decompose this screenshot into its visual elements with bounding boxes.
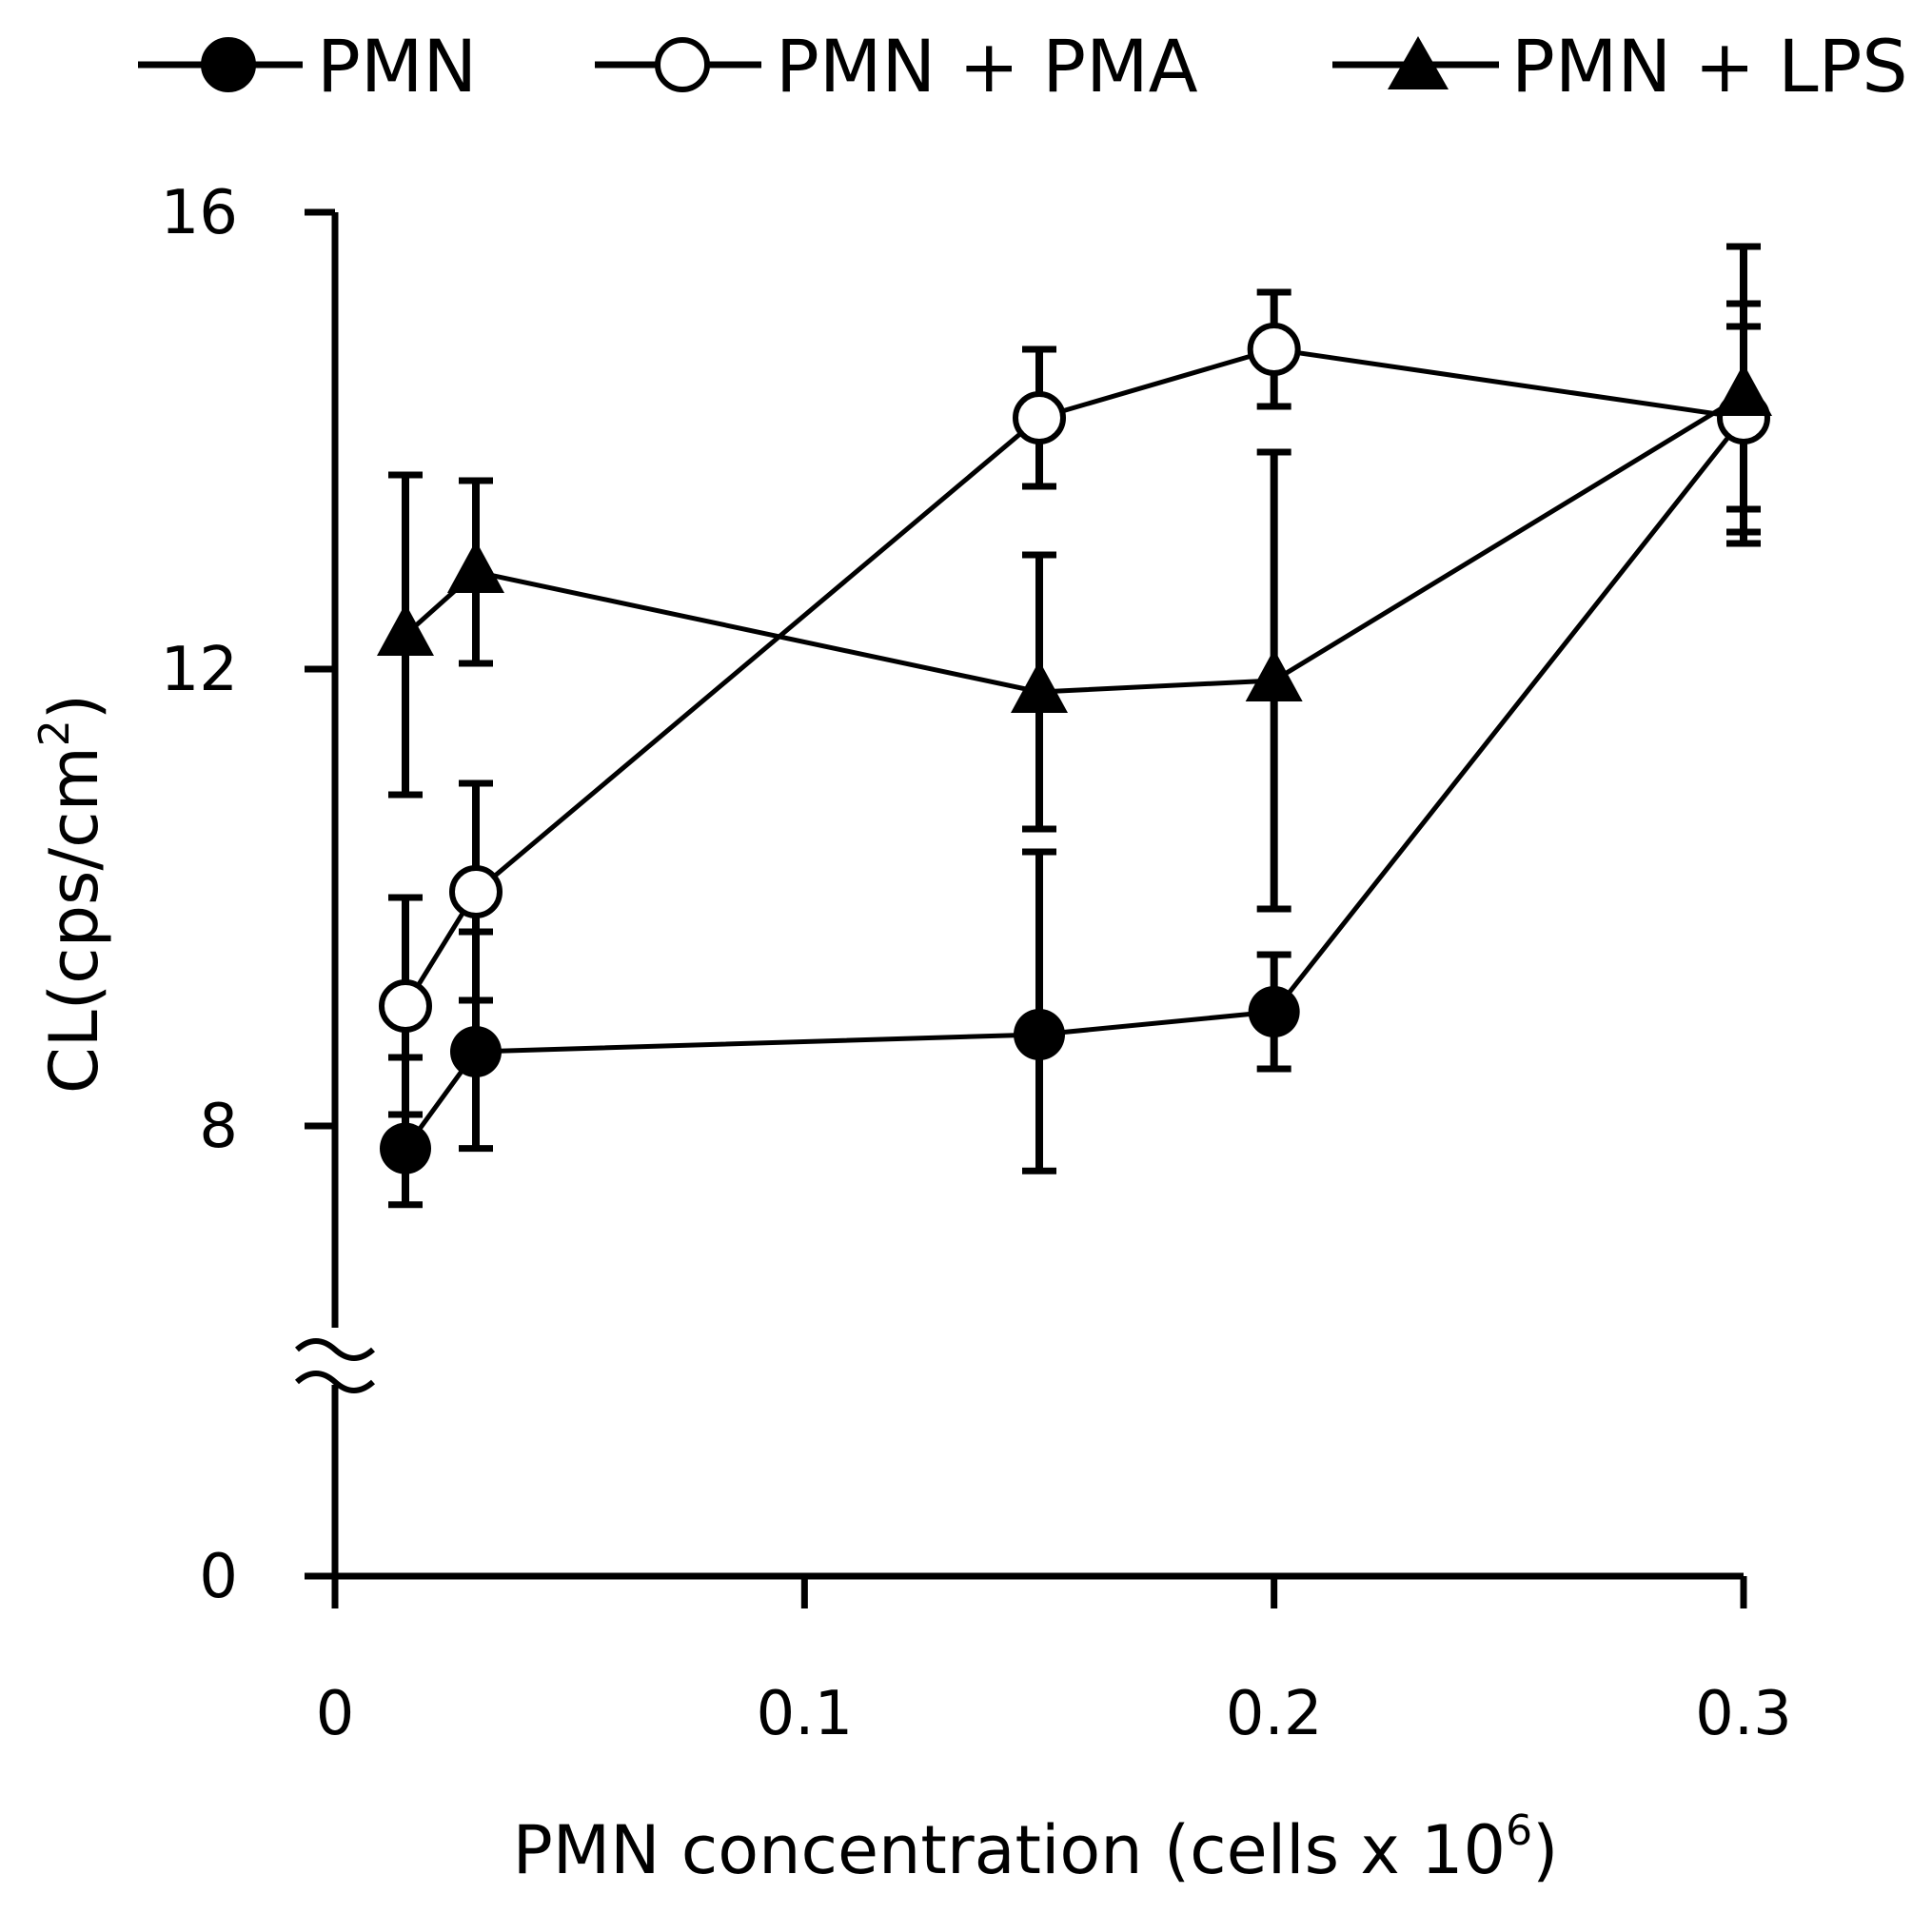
data-point-pmn-lps (377, 603, 434, 656)
y-tick-label: 0 (199, 1542, 238, 1612)
data-point-pmn (450, 1026, 502, 1077)
data-point-pmn-pma (449, 865, 503, 918)
y-axis-title: CL(cps/cm2) (30, 694, 113, 1094)
legend-item-pmn-lps: PMN + LPS (1332, 24, 1908, 109)
data-point-pmn-lps (1245, 649, 1303, 701)
legend-label-pmn-pma: PMN + PMA (776, 24, 1198, 109)
data-point-pmn-pma (1013, 391, 1066, 444)
x-axis-title: PMN concentration (cells x 106) (513, 1806, 1559, 1889)
data-point-pmn-lps (1715, 364, 1772, 416)
legend-label-pmn-lps: PMN + LPS (1511, 24, 1908, 109)
x-tick-label: 0.2 (1226, 1679, 1323, 1749)
x-tick-label: 0 (316, 1679, 355, 1749)
x-tick-label: 0.3 (1695, 1679, 1792, 1749)
data-point-pmn-pma (379, 979, 432, 1033)
series-layer (377, 243, 1772, 1209)
data-point-pmn (1014, 1009, 1065, 1060)
legend: PMN PMN + PMA PMN + LPS (138, 24, 1908, 109)
y-tick-label: 8 (199, 1092, 238, 1162)
x-tick-label: 0.1 (756, 1679, 853, 1749)
y-tick-label: 16 (161, 178, 238, 248)
series-line-pmn-pma (403, 346, 1745, 1008)
y-tick-label: 12 (161, 635, 238, 705)
legend-item-pmn-pma: PMN + PMA (595, 24, 1198, 109)
data-point-pmn-pma (1247, 323, 1301, 376)
data-point-pmn (380, 1122, 431, 1174)
axis-break-mark (294, 1338, 376, 1393)
data-point-pmn-lps (1011, 661, 1068, 713)
legend-label-pmn: PMN (317, 24, 477, 109)
y-axis (294, 212, 376, 1608)
ticks: 0 0.1 0.2 0.3 0 8 12 16 (161, 178, 1792, 1749)
series-line-pmn-lps (404, 392, 1745, 695)
legend-item-pmn: PMN (138, 24, 477, 109)
data-point-pmn (1248, 986, 1300, 1037)
data-point-pmn-lps (447, 541, 504, 593)
